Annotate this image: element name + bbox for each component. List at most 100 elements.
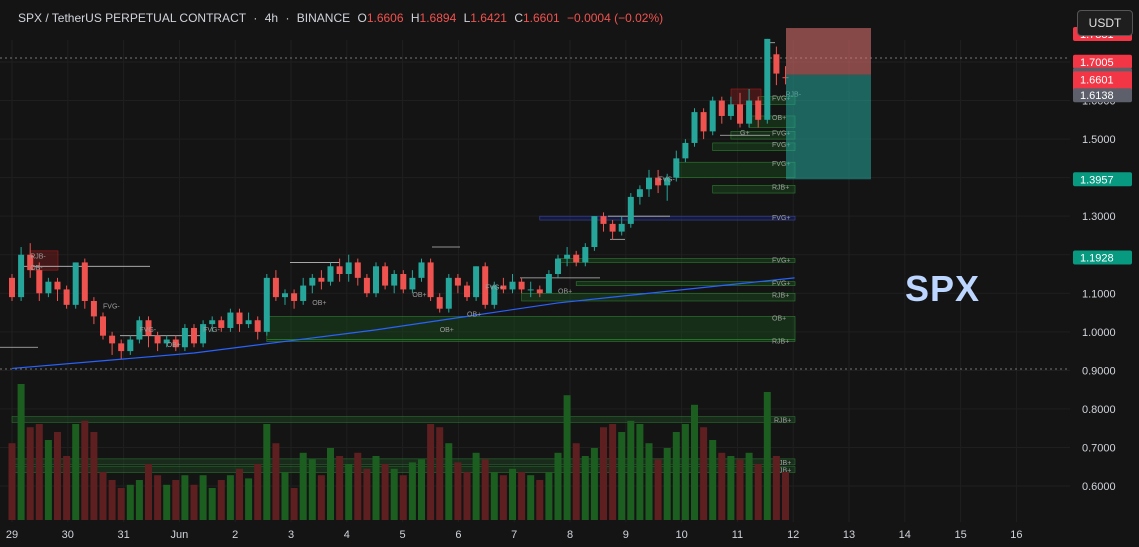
candle bbox=[573, 250, 580, 267]
structure-label: FVG- bbox=[139, 327, 156, 334]
volume-bar bbox=[372, 456, 380, 520]
candle bbox=[609, 220, 616, 240]
volume-bar bbox=[17, 384, 25, 520]
candle bbox=[454, 274, 461, 294]
candle-body bbox=[81, 262, 88, 301]
candle bbox=[127, 335, 134, 355]
candle-body bbox=[54, 281, 61, 290]
x-axis-tick-label: 3 bbox=[288, 529, 294, 541]
open-value: 1.6606 bbox=[366, 11, 404, 25]
candle-body bbox=[600, 216, 607, 224]
exchange: BINANCE bbox=[296, 11, 351, 25]
candle-body bbox=[755, 100, 762, 120]
candle-body bbox=[664, 177, 671, 186]
fvg-zone bbox=[266, 316, 796, 340]
candle bbox=[9, 274, 15, 301]
candle-body bbox=[318, 277, 325, 282]
candle-body bbox=[737, 104, 743, 124]
candle bbox=[391, 270, 398, 294]
volume-bar bbox=[618, 432, 626, 520]
volume-bar bbox=[727, 456, 735, 520]
candle-body bbox=[72, 262, 79, 305]
volume-bar bbox=[126, 484, 134, 520]
zone-label: RJB+ bbox=[772, 184, 789, 191]
candle-body bbox=[709, 100, 716, 132]
candle-body bbox=[309, 277, 316, 286]
volume-bar bbox=[72, 424, 80, 520]
fvg-zone bbox=[712, 185, 796, 194]
volume-bar bbox=[645, 443, 653, 520]
change-value: −0.0004 (−0.02%) bbox=[567, 11, 664, 25]
candle-body bbox=[218, 320, 225, 328]
volume-zone-label: RJB+ bbox=[774, 417, 791, 424]
candle bbox=[509, 274, 516, 294]
candle-body bbox=[245, 320, 252, 325]
candle-body bbox=[227, 312, 234, 328]
volume-bar bbox=[44, 440, 52, 520]
zone-label: RJB+ bbox=[772, 339, 789, 346]
candle bbox=[236, 308, 243, 332]
volume-bar bbox=[636, 424, 644, 520]
volume-bar bbox=[281, 472, 289, 520]
candle bbox=[564, 247, 571, 267]
currency-unit-button[interactable]: USDT bbox=[1077, 10, 1133, 36]
candle bbox=[536, 285, 543, 298]
low-value: 1.6421 bbox=[470, 11, 507, 25]
x-axis-tick-label: 5 bbox=[400, 529, 406, 541]
y-axis-tick-label: 0.6000 bbox=[1082, 481, 1116, 493]
candle-body bbox=[209, 320, 216, 325]
candle-body bbox=[272, 277, 279, 298]
candle bbox=[263, 274, 270, 336]
candle-body bbox=[118, 343, 125, 352]
candle bbox=[482, 262, 489, 309]
volume-bar bbox=[226, 475, 234, 520]
x-axis-tick-label: 15 bbox=[954, 529, 966, 541]
structure-label: OB+ bbox=[312, 300, 326, 307]
volume-bar bbox=[163, 484, 171, 520]
candle bbox=[636, 185, 643, 205]
candle bbox=[18, 247, 25, 301]
volume-bar bbox=[308, 459, 316, 520]
candle-body bbox=[327, 266, 334, 282]
candle bbox=[336, 258, 343, 282]
candle-body bbox=[782, 77, 789, 79]
candle bbox=[282, 289, 288, 305]
volume-zone-label: RJB+ bbox=[774, 460, 791, 467]
candle bbox=[718, 96, 725, 124]
candle-body bbox=[18, 254, 25, 298]
price-label-value: 1.3957 bbox=[1080, 174, 1114, 186]
candle-body bbox=[27, 254, 34, 271]
volume-bar bbox=[190, 484, 198, 520]
candle-body bbox=[354, 262, 361, 278]
volume-bar bbox=[754, 464, 762, 520]
volume-bar bbox=[354, 452, 362, 520]
candle-body bbox=[764, 38, 771, 120]
volume-bar bbox=[772, 456, 780, 520]
x-axis-tick-label: 2 bbox=[232, 529, 238, 541]
volume-bar bbox=[481, 459, 489, 520]
candle bbox=[591, 216, 598, 251]
price-label-box bbox=[1073, 250, 1132, 265]
candle-body bbox=[655, 177, 662, 186]
candle bbox=[81, 258, 88, 309]
candle-body bbox=[172, 339, 179, 348]
candle-body bbox=[464, 285, 470, 298]
volume-bar bbox=[609, 424, 617, 520]
zone-label: FVG+ bbox=[772, 258, 790, 265]
candle bbox=[500, 277, 507, 294]
candle-body bbox=[545, 274, 552, 294]
volume-bar bbox=[145, 464, 152, 520]
candle bbox=[218, 316, 225, 332]
symbol-name[interactable]: SPX / TetherUS PERPETUAL CONTRACT bbox=[18, 11, 247, 25]
candle bbox=[427, 258, 434, 301]
candle-body bbox=[636, 189, 643, 197]
candle bbox=[145, 316, 152, 348]
candle-body bbox=[609, 223, 616, 232]
y-axis-tick-label: 1.0000 bbox=[1082, 327, 1116, 339]
volume-zone-label: RJB+ bbox=[774, 468, 791, 475]
candle bbox=[382, 262, 389, 290]
candle-body bbox=[109, 335, 116, 344]
candle bbox=[737, 92, 743, 128]
volume-bar bbox=[663, 448, 671, 520]
